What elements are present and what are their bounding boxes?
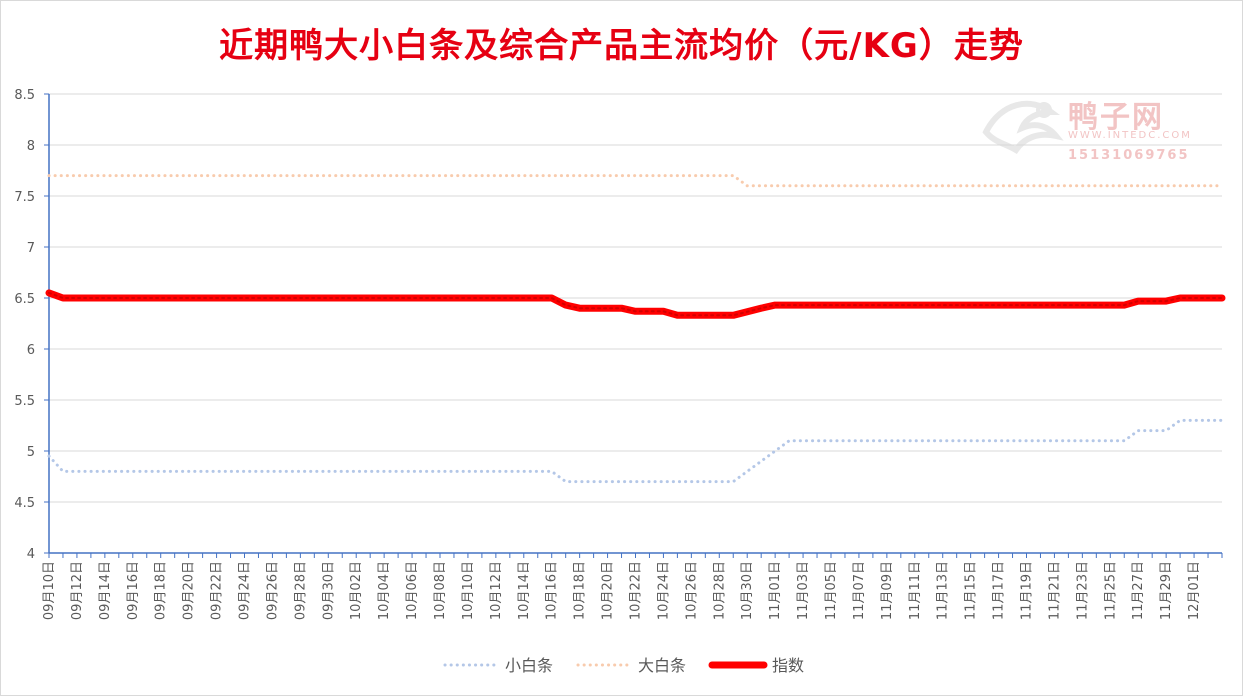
- y-tick-label: 4.5: [14, 496, 35, 511]
- x-tick-label: 10月06日: [405, 561, 420, 620]
- x-tick-label: 11月17日: [992, 561, 1007, 620]
- x-tick-label: 09月22日: [210, 561, 225, 620]
- x-tick-label: 11月19日: [1020, 561, 1035, 620]
- x-tick-label: 10月08日: [433, 561, 448, 620]
- y-tick-label: 5.5: [14, 394, 35, 409]
- y-tick-label: 4: [27, 547, 35, 562]
- legend-label-1: 大白条: [638, 656, 686, 675]
- x-tick-label: 12月01日: [1187, 561, 1202, 620]
- x-tick-label: 10月14日: [517, 561, 532, 620]
- x-tick-label: 11月07日: [852, 561, 867, 620]
- series-lines: [45, 174, 1226, 484]
- legend: 小白条 大白条 指数: [443, 656, 804, 675]
- x-axis: 09月10日 09月12日 09月14日 09月16日 09月18日 09月20日 09月2…: [42, 552, 1223, 620]
- watermark-url: WWW.INTEDC.COM: [1068, 130, 1192, 141]
- chart-title: 近期鸭大小白条及综合产品主流均价（元/KG）走势: [219, 26, 1024, 66]
- x-tick-label: 09月20日: [182, 561, 197, 620]
- x-tick-label: 10月26日: [684, 561, 699, 620]
- x-tick-label: 11月25日: [1103, 561, 1118, 620]
- watermark-name: 鸭子网: [1068, 100, 1164, 135]
- y-tick-label: 5: [27, 445, 35, 460]
- x-tick-label: 10月12日: [489, 561, 504, 620]
- y-tick-label: 8: [27, 139, 35, 154]
- x-tick-label: 11月05日: [824, 561, 839, 620]
- x-tick-label: 09月14日: [98, 561, 113, 620]
- x-tick-label: 10月10日: [461, 561, 476, 620]
- x-tick-label: 09月10日: [42, 561, 57, 620]
- x-tick-label: 09月18日: [154, 561, 169, 620]
- x-tick-label: 11月15日: [964, 561, 979, 620]
- x-tick-label: 10月20日: [601, 561, 616, 620]
- duck-logo-icon: [982, 100, 1064, 155]
- legend-label-0: 小白条: [505, 656, 553, 675]
- x-tick-label: 09月26日: [265, 561, 280, 620]
- x-tick-label: 09月24日: [238, 561, 253, 620]
- y-axis: 4 4.5 5 5.5 6 6.5 7 7.5 8 8.5: [14, 88, 50, 562]
- series-line-2-markers: [48, 291, 1223, 317]
- legend-label-2: 指数: [772, 656, 804, 675]
- x-tick-label: 09月28日: [293, 561, 308, 620]
- x-tick-label: 10月02日: [349, 561, 364, 620]
- x-tick-label: 10月16日: [545, 561, 560, 620]
- x-tick-label: 10月22日: [629, 561, 644, 620]
- x-tick-label: 10月30日: [740, 561, 755, 620]
- gridlines: [49, 93, 1222, 503]
- x-tick-label: 10月28日: [712, 561, 727, 620]
- x-tick-label: 11月29日: [1159, 561, 1174, 620]
- x-tick-label: 11月21日: [1047, 561, 1062, 620]
- x-tick-label: 11月23日: [1075, 561, 1090, 620]
- x-tick-label: 11月13日: [936, 561, 951, 620]
- watermark-phone: 15131069765: [1068, 148, 1190, 163]
- x-tick-label: 11月09日: [880, 561, 895, 620]
- y-tick-label: 8.5: [14, 88, 35, 103]
- y-tick-label: 6.5: [14, 292, 35, 307]
- y-tick-label: 7: [27, 241, 35, 256]
- x-tick-label: 11月03日: [796, 561, 811, 620]
- series-line-0: [47, 418, 1224, 484]
- x-tick-label: 09月12日: [70, 561, 85, 620]
- x-tick-label: 09月30日: [321, 561, 336, 620]
- x-tick-label: 10月24日: [656, 561, 671, 620]
- y-tick-label: 6: [27, 343, 35, 358]
- watermark: 鸭子网 WWW.INTEDC.COM 15131069765: [976, 92, 1206, 172]
- x-tick-label: 11月11日: [908, 561, 923, 620]
- x-tick-label: 10月04日: [377, 561, 392, 620]
- x-tick-label: 11月01日: [768, 561, 783, 620]
- x-tick-label: 09月16日: [126, 561, 141, 620]
- x-tick-label: 10月18日: [573, 561, 588, 620]
- x-tick-label: 11月27日: [1131, 561, 1146, 620]
- series-line-1: [47, 174, 1224, 188]
- y-tick-label: 7.5: [14, 190, 35, 205]
